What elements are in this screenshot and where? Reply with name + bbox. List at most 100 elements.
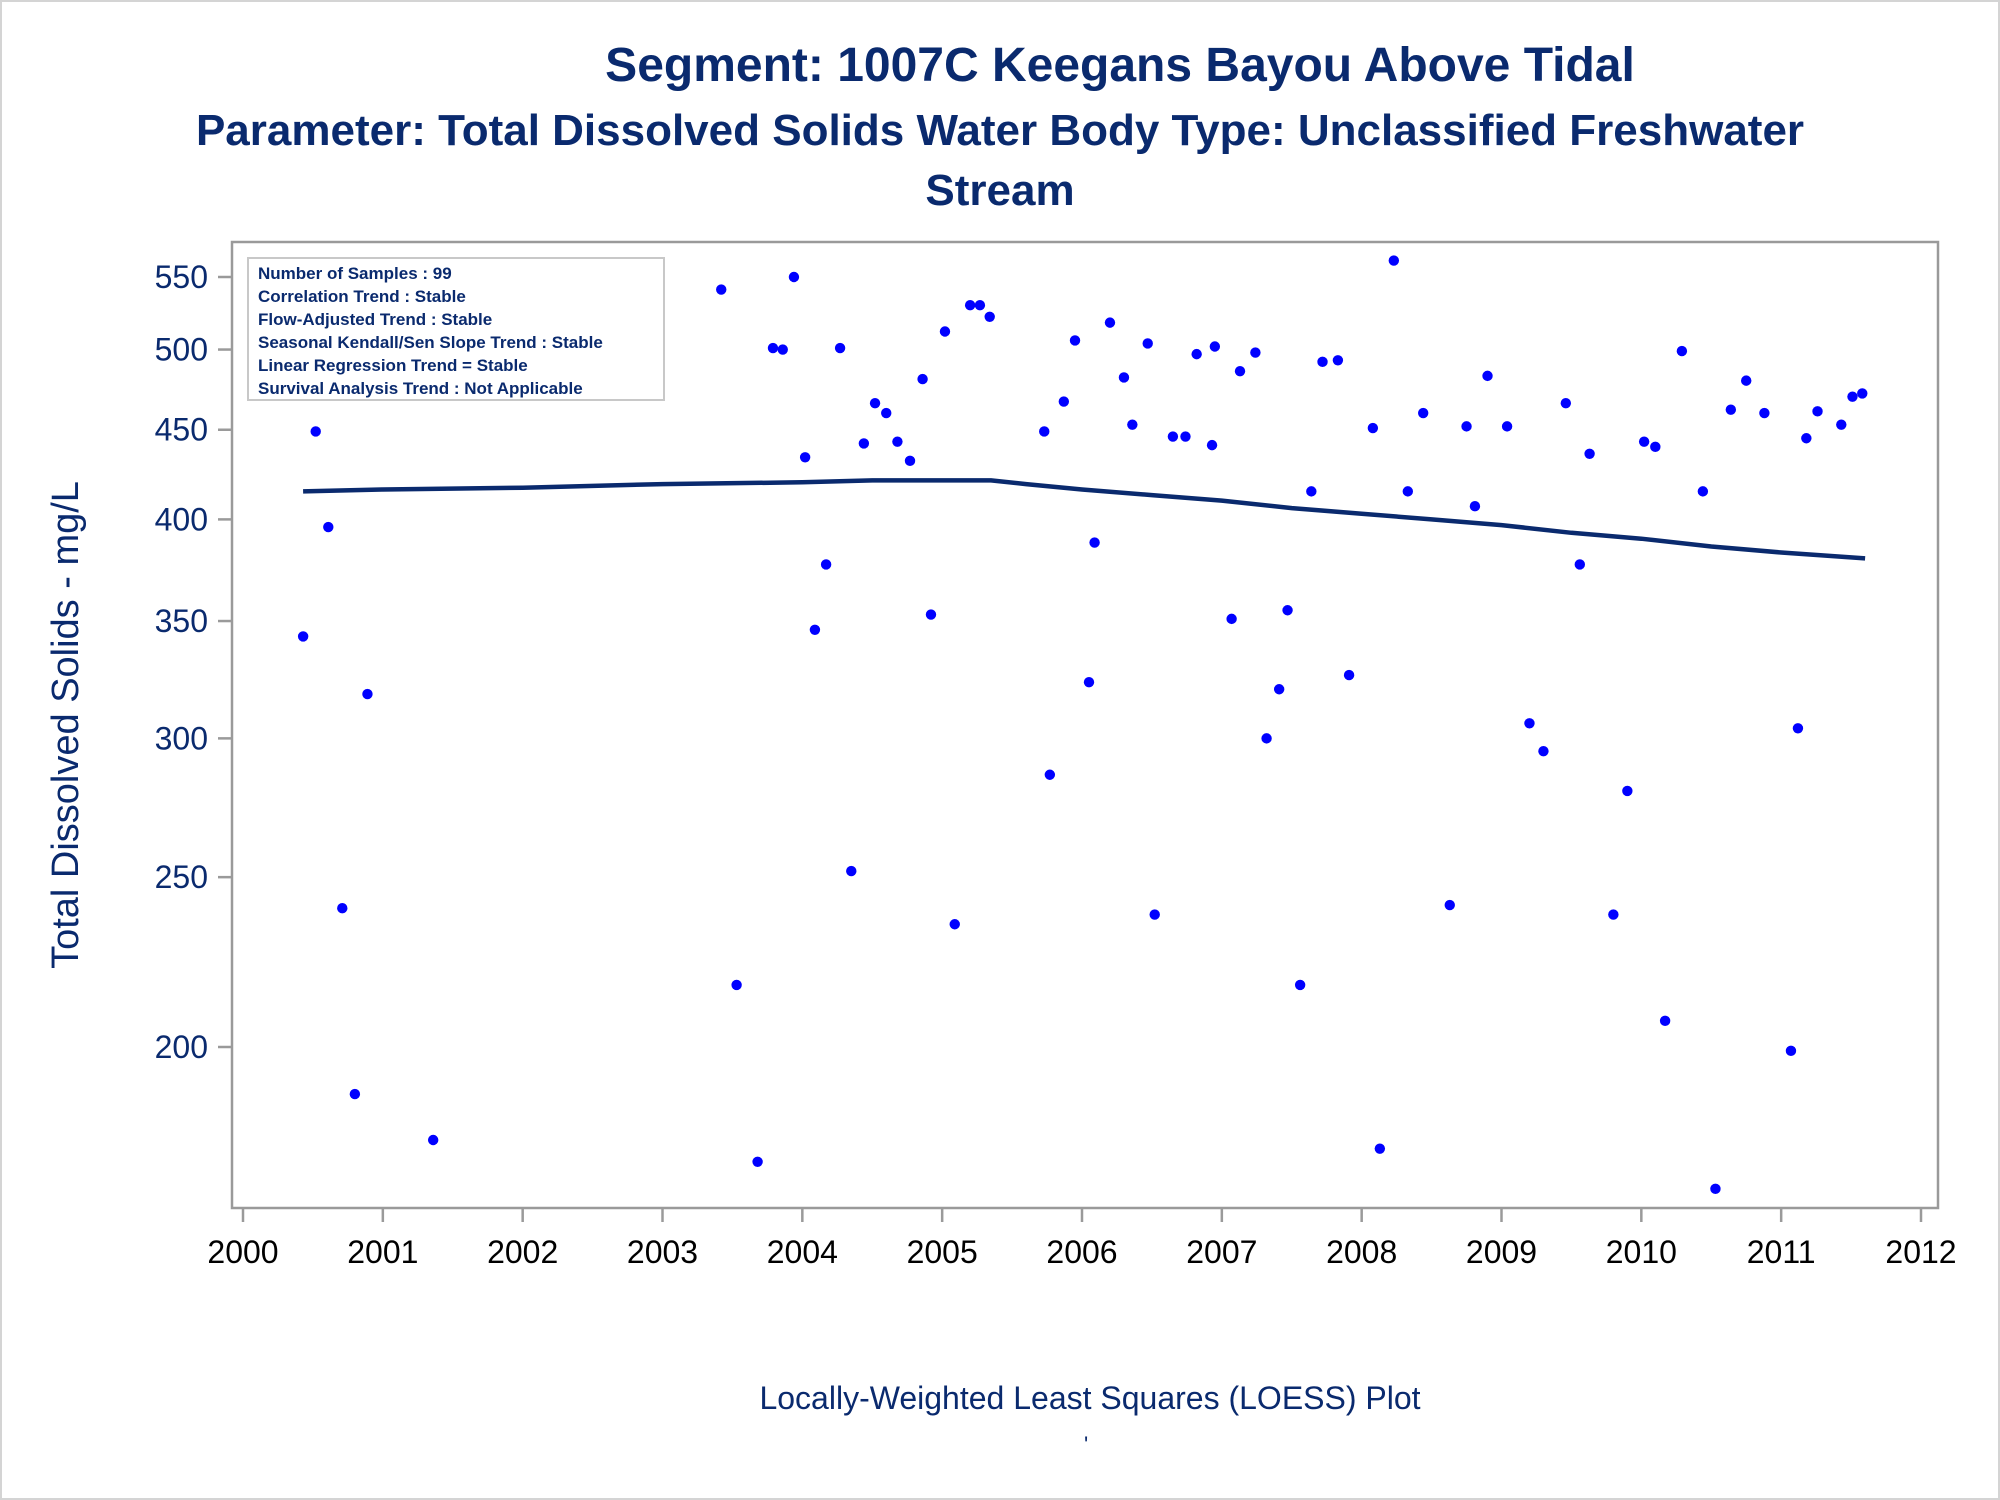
- data-point: [1142, 338, 1153, 349]
- data-point: [1608, 909, 1619, 920]
- stat-flow-adjusted-trend: Flow-Adjusted Trend : Stable: [258, 310, 492, 329]
- data-point: [917, 373, 928, 385]
- y-tick-label: 400: [155, 501, 208, 537]
- footnote: Locally-Weighted Least Squares (LOESS) P…: [759, 1380, 1421, 1416]
- data-point: [1741, 375, 1752, 386]
- data-point: [1261, 733, 1272, 744]
- x-tick-label: 2011: [1747, 1234, 1816, 1270]
- data-point: [1250, 347, 1261, 358]
- x-tick-label: 2005: [907, 1234, 978, 1270]
- data-point: [1676, 345, 1688, 357]
- data-point: [1461, 421, 1472, 432]
- y-axis-title: Total Dissolved Solids - mg/L: [45, 481, 87, 969]
- data-point: [858, 438, 870, 449]
- x-tick-label: 2000: [207, 1234, 278, 1270]
- data-point: [1417, 407, 1429, 419]
- data-point: [939, 326, 951, 337]
- x-tick-label: 2012: [1885, 1234, 1956, 1270]
- data-point: [1759, 407, 1770, 419]
- x-tick-label: 2003: [627, 1234, 698, 1270]
- data-point: [1659, 1015, 1671, 1027]
- data-point: [1206, 439, 1218, 451]
- data-point: [1058, 396, 1070, 407]
- data-point: [1282, 605, 1293, 616]
- y-tick-label: 500: [155, 332, 208, 368]
- data-point: [1306, 486, 1317, 497]
- data-point: [1710, 1183, 1721, 1195]
- data-point: [427, 1134, 439, 1146]
- data-point: [1069, 335, 1081, 346]
- data-point: [1650, 441, 1661, 453]
- data-point: [1638, 436, 1650, 447]
- y-tick-label: 550: [155, 259, 208, 295]
- data-point: [1209, 341, 1221, 352]
- data-point: [1482, 370, 1493, 382]
- data-point: [716, 284, 727, 295]
- data-point: [1785, 1045, 1797, 1057]
- data-point: [1792, 723, 1804, 734]
- x-tick-label: 2001: [347, 1234, 418, 1270]
- data-point: [799, 452, 811, 463]
- data-point: [323, 521, 334, 533]
- data-point: [777, 344, 788, 355]
- data-point: [1469, 500, 1481, 512]
- data-point: [1104, 317, 1116, 328]
- data-point: [846, 865, 857, 877]
- data-point: [1367, 422, 1379, 434]
- data-point: [1812, 406, 1823, 417]
- x-axis: 2000 2001 2002 2003 2004 2005 2006 2007 2008 2009…: [207, 1208, 1957, 1270]
- data-point: [1317, 356, 1328, 368]
- data-point: [1374, 1143, 1386, 1154]
- stat-sample-count: Number of Samples : 99: [258, 264, 452, 283]
- data-point: [1584, 448, 1595, 460]
- data-point: [1388, 255, 1400, 266]
- data-point: [1725, 404, 1737, 415]
- title-stream: Stream: [925, 166, 1075, 215]
- x-tick-label: 2009: [1466, 1234, 1537, 1270]
- y-tick-label: 350: [155, 603, 208, 639]
- data-point: [881, 407, 892, 419]
- data-point: [1343, 669, 1355, 681]
- data-point: [1622, 785, 1633, 797]
- data-point: [767, 342, 779, 354]
- y-axis: 200 250 300 350 400 450 500 550: [155, 259, 232, 1065]
- data-point: [1697, 486, 1709, 497]
- data-points: [297, 255, 1868, 1195]
- data-point: [1857, 388, 1868, 399]
- data-point: [362, 688, 373, 700]
- y-tick-label: 300: [155, 720, 208, 756]
- data-point: [1538, 745, 1549, 757]
- data-point: [731, 979, 742, 991]
- title-parameter: Parameter: Total Dissolved Solids Water …: [195, 106, 1805, 155]
- data-point: [1836, 419, 1847, 430]
- data-point: [337, 903, 348, 914]
- data-point: [1149, 909, 1160, 920]
- stat-seasonal-kendall-trend: Seasonal Kendall/Sen Slope Trend : Stabl…: [258, 333, 603, 352]
- data-point: [1234, 365, 1246, 377]
- stats-box-border: [247, 257, 665, 401]
- data-point: [1574, 559, 1586, 570]
- data-point: [964, 299, 976, 311]
- data-point: [1180, 431, 1191, 442]
- loess-line: [303, 478, 1866, 561]
- stat-linear-regression-trend: Linear Regression Trend = Stable: [258, 356, 528, 375]
- stat-correlation-trend: Correlation Trend : Stable: [258, 287, 466, 306]
- footnote-mark: ': [1084, 1432, 1089, 1457]
- data-point: [1501, 421, 1513, 432]
- data-point: [984, 311, 995, 322]
- data-point: [1118, 372, 1130, 383]
- data-point: [925, 609, 937, 620]
- data-point: [349, 1088, 361, 1100]
- data-point: [949, 919, 960, 930]
- data-point: [1847, 391, 1858, 402]
- data-point: [1039, 426, 1050, 437]
- data-point: [1294, 979, 1306, 991]
- stats-box: Number of Samples : 99 Correlation Trend…: [247, 257, 665, 401]
- data-point: [1127, 419, 1138, 430]
- data-point: [1226, 613, 1237, 625]
- data-point: [820, 559, 832, 570]
- x-tick-label: 2010: [1606, 1234, 1677, 1270]
- data-point: [892, 436, 903, 447]
